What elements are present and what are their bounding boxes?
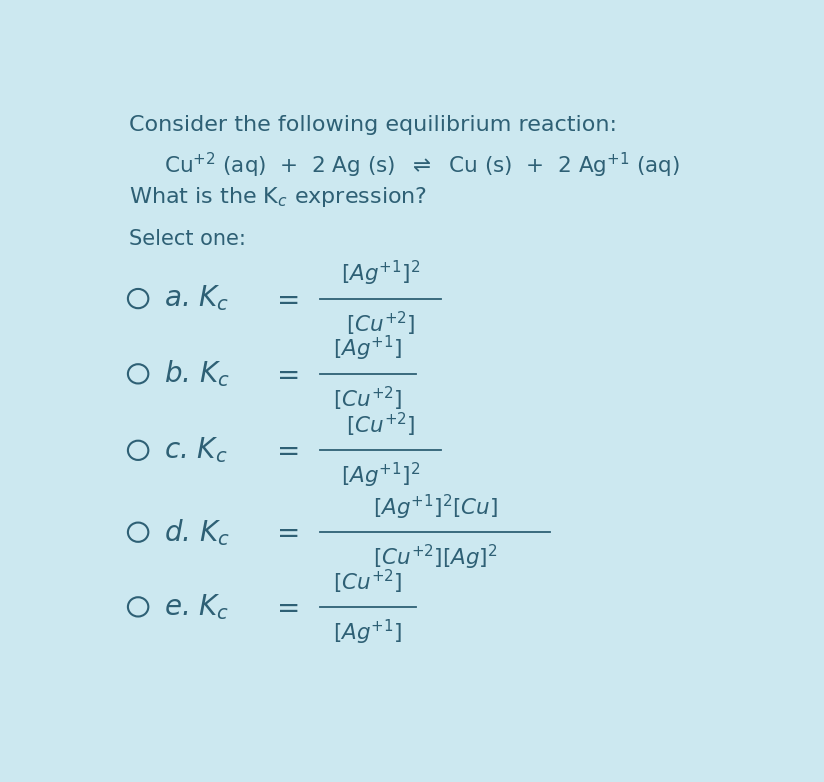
Text: $[Ag^{+1}]$: $[Ag^{+1}]$ [334,618,403,647]
Text: Select one:: Select one: [129,229,246,249]
Text: $[Ag^{+1}]^2[Cu]$: $[Ag^{+1}]^2[Cu]$ [372,493,498,522]
Text: $[Ag^{+1}]$: $[Ag^{+1}]$ [334,334,403,363]
Text: d. $K_c$: d. $K_c$ [164,517,230,547]
Text: e. $K_c$: e. $K_c$ [164,592,229,622]
Text: What is the K$_c$ expression?: What is the K$_c$ expression? [129,185,427,210]
Text: $[Cu^{+2}]$: $[Cu^{+2}]$ [346,411,415,439]
Text: $=$: $=$ [271,518,299,546]
Text: $[Ag^{+1}]^2$: $[Ag^{+1}]^2$ [341,461,420,490]
Text: $=$: $=$ [271,436,299,465]
Text: $=$: $=$ [271,360,299,388]
Text: $[Cu^{+2}]$: $[Cu^{+2}]$ [334,385,403,413]
Text: c. $K_c$: c. $K_c$ [164,436,227,465]
Text: a. $K_c$: a. $K_c$ [164,284,229,314]
Text: $[Cu^{+2}]$: $[Cu^{+2}]$ [346,310,415,338]
Text: b. $K_c$: b. $K_c$ [164,358,230,389]
Text: $[Ag^{+1}]^2$: $[Ag^{+1}]^2$ [341,259,420,288]
Text: $[Cu^{+2}]$: $[Cu^{+2}]$ [334,568,403,596]
Text: $=$: $=$ [271,593,299,621]
Text: $[Cu^{+2}][Ag]^2$: $[Cu^{+2}][Ag]^2$ [372,543,498,572]
Text: Cu$^{+2}$ (aq)  +  2 Ag (s)  $\rightleftharpoons$  Cu (s)  +  2 Ag$^{+1}$ (aq): Cu$^{+2}$ (aq) + 2 Ag (s) $\rightlefthar… [164,151,681,180]
Text: $=$: $=$ [271,285,299,313]
Text: Consider the following equilibrium reaction:: Consider the following equilibrium react… [129,115,616,135]
